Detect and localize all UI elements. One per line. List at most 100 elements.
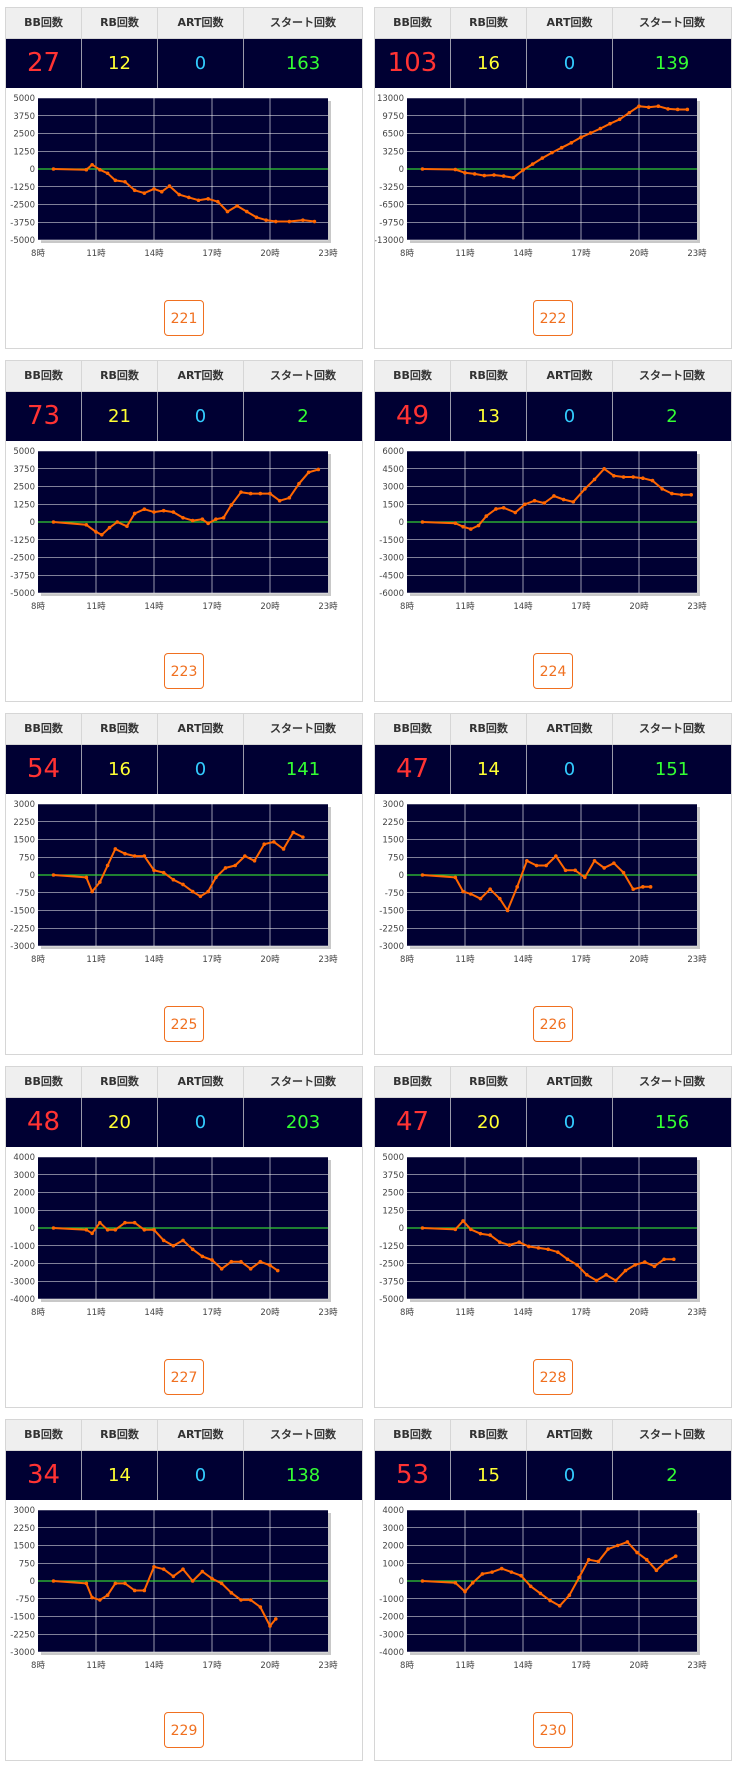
x-tick-label: 23時 [318, 602, 338, 612]
x-tick-label: 11時 [86, 602, 106, 612]
payout-point [461, 889, 465, 894]
chart-svg: 6000 4500 3000 1500 0 -1500 -3000 -4500 -6000 8時 1… [379, 447, 707, 612]
start-count-value: 141 [285, 759, 321, 780]
y-tick-label: 3750 [382, 1171, 404, 1181]
payout-point [268, 491, 272, 496]
stats-header-row: BB回数 RB回数 ART回数 スタート回数 [375, 1420, 731, 1451]
payout-point [641, 476, 645, 481]
payout-point [453, 1580, 458, 1585]
art-count-value: 0 [158, 1098, 244, 1147]
payout-chart: 3000 2250 1500 750 0 -750 -1500 -2250 -3000 8時 11時… [6, 1506, 362, 1696]
payout-point [214, 517, 218, 521]
payout-point [177, 192, 181, 197]
bb-count-value: 73 [6, 392, 82, 441]
payout-point [264, 218, 268, 222]
y-tick-label: 2000 [13, 1189, 35, 1199]
payout-point [494, 507, 498, 511]
y-tick-label: -2500 [10, 554, 35, 564]
machine-number-button[interactable]: 225 [164, 1006, 204, 1042]
payout-point [287, 219, 292, 224]
payout-point [243, 854, 247, 858]
stats-header-row: BB回数 RB回数 ART回数 スタート回数 [6, 1067, 362, 1098]
chart-svg: 5000 3750 2500 1250 0 -1250 -2500 -3750 -5000 8時 1… [10, 447, 338, 612]
payout-point [420, 873, 425, 877]
stats-header-row: BB回数 RB回数 ART回数 スタート回数 [375, 361, 731, 392]
payout-point [187, 195, 191, 200]
machine-number-button[interactable]: 228 [533, 1359, 573, 1395]
y-tick-label: -13000 [375, 236, 404, 246]
machine-number-button[interactable]: 226 [533, 1006, 573, 1042]
machine-number-button[interactable]: 230 [533, 1712, 573, 1748]
y-tick-label: 1500 [13, 836, 35, 846]
payout-point [258, 1259, 263, 1264]
y-tick-label: 0 [399, 1577, 404, 1587]
machine-number-button[interactable]: 229 [164, 1712, 204, 1748]
y-tick-label: 0 [30, 1577, 35, 1587]
y-tick-label: 1500 [382, 500, 404, 510]
y-tick-label: 1000 [382, 1559, 404, 1569]
payout-point [123, 851, 127, 856]
stats-value-row: 53 15 0 2 [375, 1451, 731, 1500]
start-count-header: スタート回数 [270, 1428, 336, 1441]
machine-number-button[interactable]: 221 [164, 300, 204, 336]
x-tick-label: 14時 [144, 249, 164, 259]
payout-point [478, 896, 483, 901]
bb-count-header: BB回数 [375, 714, 451, 744]
stats-table: BB回数 RB回数 ART回数 スタート回数 53 15 0 2 [375, 1420, 731, 1500]
y-tick-label: 0 [30, 871, 35, 881]
stats-header-row: BB回数 RB回数 ART回数 スタート回数 [375, 714, 731, 745]
payout-point [654, 1568, 659, 1573]
x-tick-label: 8時 [400, 1308, 414, 1318]
machine-number-button[interactable]: 227 [164, 1359, 204, 1395]
payout-point [229, 1591, 234, 1595]
y-tick-label: -1250 [379, 1242, 404, 1252]
stats-header-row: BB回数 RB回数 ART回数 スタート回数 [375, 8, 731, 39]
payout-point [498, 896, 502, 901]
payout-point [679, 492, 684, 497]
payout-point [646, 105, 651, 110]
payout-point [561, 497, 566, 502]
art-count-header: ART回数 [527, 361, 613, 391]
payout-point [190, 889, 195, 894]
payout-point [206, 197, 210, 201]
payout-point [152, 868, 156, 873]
rb-count-header: RB回数 [82, 1420, 158, 1450]
payout-point [281, 847, 286, 851]
y-tick-label: 5000 [13, 94, 35, 104]
payout-point [540, 156, 545, 160]
x-tick-label: 11時 [455, 1308, 475, 1318]
machine-number-button[interactable]: 224 [533, 653, 573, 689]
x-tick-label: 17時 [571, 955, 591, 965]
bb-count-header: BB回数 [375, 361, 451, 391]
y-tick-label: 0 [399, 165, 404, 175]
y-tick-label: 13000 [377, 94, 404, 104]
stats-value-row: 47 14 0 151 [375, 745, 731, 794]
y-tick-label: 3250 [382, 147, 404, 157]
payout-point [538, 1591, 543, 1596]
payout-point [229, 503, 234, 507]
start-count-header: スタート回数 [270, 16, 336, 29]
payout-point [528, 1584, 533, 1589]
y-tick-label: 0 [30, 165, 35, 175]
y-tick-label: -1000 [10, 1242, 35, 1252]
payout-point [652, 1264, 657, 1269]
rb-count-header: RB回数 [82, 8, 158, 38]
machine-card: BB回数 RB回数 ART回数 スタート回数 103 16 0 139 13000 9750 650… [374, 7, 732, 349]
payout-point [594, 1278, 599, 1283]
payout-point [98, 1220, 102, 1225]
bb-count-value: 27 [6, 39, 82, 88]
stats-value-row: 34 14 0 138 [6, 1451, 362, 1500]
stats-value-row: 47 20 0 156 [375, 1098, 731, 1147]
payout-point [492, 173, 496, 177]
stats-table: BB回数 RB回数 ART回数 スタート回数 27 12 0 163 [6, 8, 362, 88]
x-tick-label: 14時 [144, 1308, 164, 1318]
payout-point [463, 171, 467, 175]
machine-card: BB回数 RB回数 ART回数 スタート回数 54 16 0 141 3000 2250 1500 7… [5, 713, 363, 1055]
payout-point [602, 866, 606, 870]
machine-number-button[interactable]: 222 [533, 300, 573, 336]
machine-number-button[interactable]: 223 [164, 653, 204, 689]
machine-card: BB回数 RB回数 ART回数 スタート回数 47 20 0 156 5000 3750 2500 1… [374, 1066, 732, 1408]
payout-point [223, 866, 228, 870]
payout-point [210, 1576, 214, 1581]
payout-point [161, 1238, 166, 1243]
